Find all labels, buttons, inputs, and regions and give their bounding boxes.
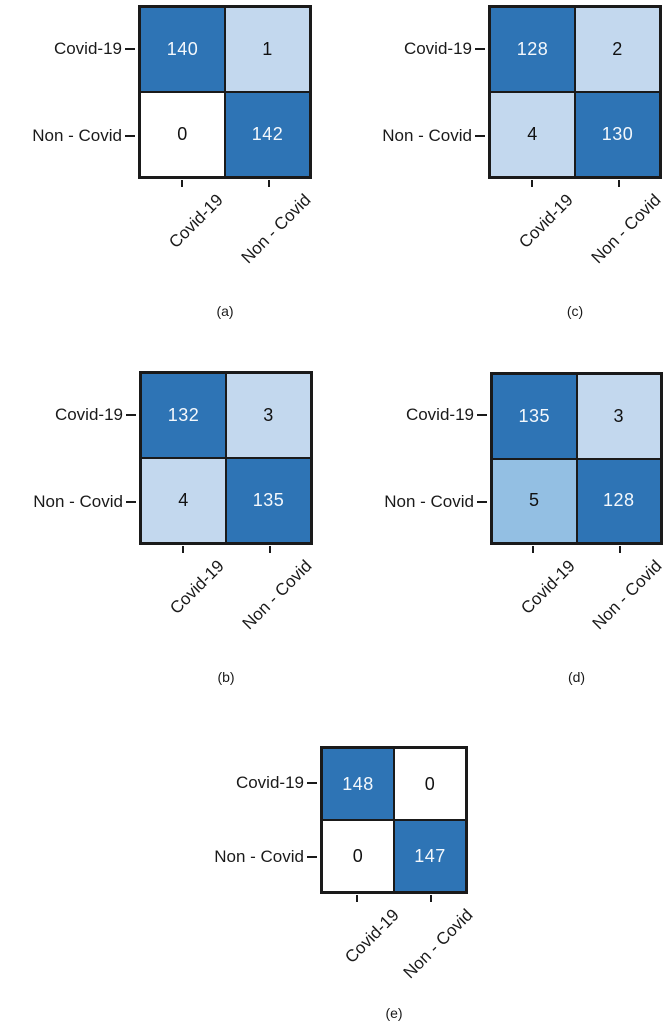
- col-label: Non - Covid: [588, 556, 666, 634]
- y-axis-tick: [307, 856, 317, 858]
- col-label: Non - Covid: [399, 905, 477, 983]
- confusion-matrix-c: Covid-19 Non - Covid 128 2 4 130 Covid-1…: [382, 5, 664, 319]
- y-axis-tick: [307, 782, 317, 784]
- matrix-cell: 135: [226, 458, 311, 543]
- col-label: Non - Covid: [238, 556, 316, 634]
- matrix-cell: 3: [226, 373, 311, 458]
- cell-value: 1: [262, 39, 273, 59]
- cell-value: 135: [252, 490, 285, 510]
- col-label: Covid-19: [165, 190, 228, 252]
- matrix-cell: 148: [322, 748, 394, 820]
- cell-value: 2: [612, 39, 623, 59]
- subplot-caption: (a): [216, 303, 234, 319]
- cell-value: 0: [177, 124, 188, 144]
- cell-value: 130: [601, 124, 634, 144]
- matrix-cell: 0: [140, 92, 225, 177]
- row-label: Covid-19: [403, 38, 472, 58]
- x-axis-tick: [617, 180, 620, 187]
- cell-value: 3: [263, 405, 274, 425]
- matrix-cell: 128: [576, 458, 661, 543]
- matrix-grid: 135 3 5 128: [490, 372, 663, 545]
- cell-value: 0: [424, 773, 436, 794]
- matrix-cell: 0: [322, 820, 394, 892]
- y-axis-tick: [475, 134, 485, 137]
- row-label: Non - Covid: [32, 125, 122, 145]
- matrix-cell: 147: [394, 820, 466, 892]
- col-label: Covid-19: [166, 556, 229, 618]
- y-axis-tick: [126, 413, 136, 416]
- subplot-caption: (b): [217, 669, 235, 685]
- x-axis-tick: [267, 180, 270, 187]
- confusion-matrix-e: Covid-19 Non - Covid 148 0 0 147 Covid-1…: [214, 746, 477, 1021]
- row-label: Covid-19: [405, 405, 474, 425]
- cell-value: 128: [516, 39, 549, 59]
- cell-value: 4: [178, 490, 189, 510]
- matrix-grid: 128 2 4 130: [488, 5, 662, 179]
- y-axis-tick: [477, 500, 487, 503]
- matrix-cell: 0: [394, 748, 466, 820]
- matrix-cell: 2: [575, 7, 660, 92]
- y-axis-tick: [126, 500, 136, 503]
- x-axis-tick: [356, 895, 358, 902]
- cell-value: 4: [527, 124, 538, 144]
- x-axis-tick: [268, 546, 271, 553]
- matrix-cell: 142: [225, 92, 310, 177]
- row-label: Non - Covid: [33, 491, 123, 511]
- y-axis-tick: [125, 134, 135, 137]
- cell-value: 147: [414, 845, 446, 866]
- col-label: Covid-19: [515, 190, 578, 252]
- cell-value: 5: [528, 490, 540, 511]
- col-label: Non - Covid: [587, 190, 665, 268]
- matrix-cell: 3: [576, 374, 661, 459]
- cell-value: 148: [342, 773, 374, 794]
- matrix-cell: 5: [492, 458, 577, 543]
- row-label: Non - Covid: [384, 491, 474, 511]
- x-axis-tick: [532, 546, 535, 553]
- matrix-cell: 135: [492, 374, 577, 459]
- matrix-cell: 128: [490, 7, 575, 92]
- subplot-caption: (d): [567, 669, 586, 685]
- cell-value: 132: [167, 405, 200, 425]
- confusion-matrix-d: Covid-19 Non - Covid 135 3 5 128 Covid-1…: [384, 372, 665, 685]
- matrix-cell: 130: [575, 92, 660, 177]
- y-axis-tick: [475, 47, 485, 50]
- row-label: Covid-19: [53, 38, 122, 58]
- y-axis-tick: [125, 47, 135, 50]
- matrix-cell: 4: [490, 92, 575, 177]
- row-label: Non - Covid: [382, 125, 472, 145]
- col-label: Non - Covid: [237, 190, 315, 268]
- cell-value: 0: [352, 845, 364, 866]
- cell-value: 3: [613, 405, 624, 426]
- matrix-cell: 1: [225, 7, 310, 92]
- matrix-cell: 132: [141, 373, 226, 458]
- x-axis-tick: [180, 180, 183, 187]
- matrix-cell: 4: [141, 458, 226, 543]
- col-label: Covid-19: [517, 556, 579, 618]
- confusion-matrix-a: Covid-19 Non - Covid 140 1 0 142 Covid-1…: [32, 5, 314, 319]
- matrix-cell: 140: [140, 7, 225, 92]
- x-axis-tick: [181, 546, 184, 553]
- matrix-grid: 132 3 4 135: [139, 371, 313, 545]
- cell-value: 142: [251, 124, 284, 144]
- cell-value: 135: [518, 405, 551, 426]
- row-label: Covid-19: [54, 404, 123, 424]
- y-axis-tick: [477, 414, 487, 417]
- matrix-grid: 148 0 0 147: [320, 746, 468, 894]
- subplot-caption: (e): [385, 1005, 403, 1021]
- cell-value: 128: [602, 490, 635, 511]
- x-axis-tick: [530, 180, 533, 187]
- cell-value: 140: [166, 39, 199, 59]
- col-label: Covid-19: [341, 905, 403, 967]
- x-axis-tick: [430, 895, 432, 902]
- row-label: Non - Covid: [214, 847, 304, 866]
- row-label: Covid-19: [235, 773, 304, 792]
- x-axis-tick: [618, 546, 621, 553]
- subplot-caption: (c): [566, 303, 584, 319]
- matrix-grid: 140 1 0 142: [138, 5, 312, 179]
- confusion-matrix-b: Covid-19 Non - Covid 132 3 4 135 Covid-1…: [33, 371, 315, 685]
